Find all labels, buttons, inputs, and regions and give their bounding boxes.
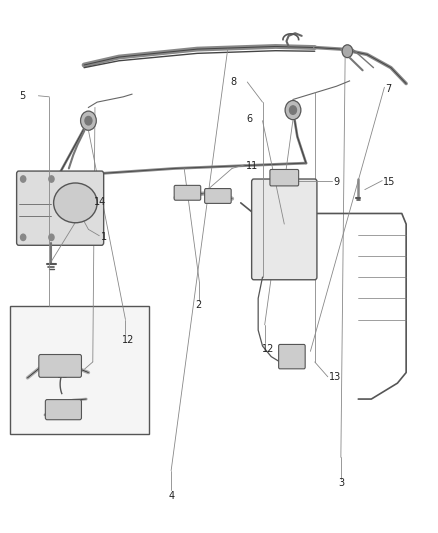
FancyBboxPatch shape (174, 185, 201, 200)
Text: 8: 8 (231, 77, 237, 87)
FancyBboxPatch shape (46, 400, 81, 419)
Text: 2: 2 (195, 300, 201, 310)
Text: 6: 6 (246, 114, 252, 124)
Text: 13: 13 (328, 372, 341, 382)
Text: 12: 12 (122, 335, 135, 345)
Text: 13: 13 (57, 370, 69, 380)
FancyBboxPatch shape (17, 171, 104, 245)
Circle shape (21, 176, 26, 182)
Text: 15: 15 (383, 176, 396, 187)
Circle shape (81, 111, 96, 130)
FancyBboxPatch shape (252, 179, 317, 280)
Circle shape (290, 106, 297, 114)
Text: 7: 7 (385, 84, 392, 94)
Circle shape (49, 176, 54, 182)
Text: 9: 9 (333, 176, 339, 187)
Text: 11: 11 (246, 161, 258, 171)
FancyBboxPatch shape (279, 344, 305, 369)
Bar (10, 306, 149, 433)
Circle shape (85, 116, 92, 125)
Text: 4: 4 (169, 491, 175, 501)
FancyBboxPatch shape (39, 354, 81, 377)
FancyBboxPatch shape (205, 189, 231, 204)
Text: 12: 12 (261, 344, 274, 354)
Circle shape (49, 234, 54, 240)
Text: 14: 14 (94, 197, 106, 207)
Circle shape (21, 234, 26, 240)
FancyBboxPatch shape (270, 169, 299, 186)
Text: 3: 3 (339, 478, 345, 488)
Text: 5: 5 (19, 91, 25, 101)
Circle shape (285, 101, 301, 119)
Ellipse shape (53, 183, 97, 223)
Text: 1: 1 (101, 232, 107, 243)
Circle shape (342, 45, 353, 58)
